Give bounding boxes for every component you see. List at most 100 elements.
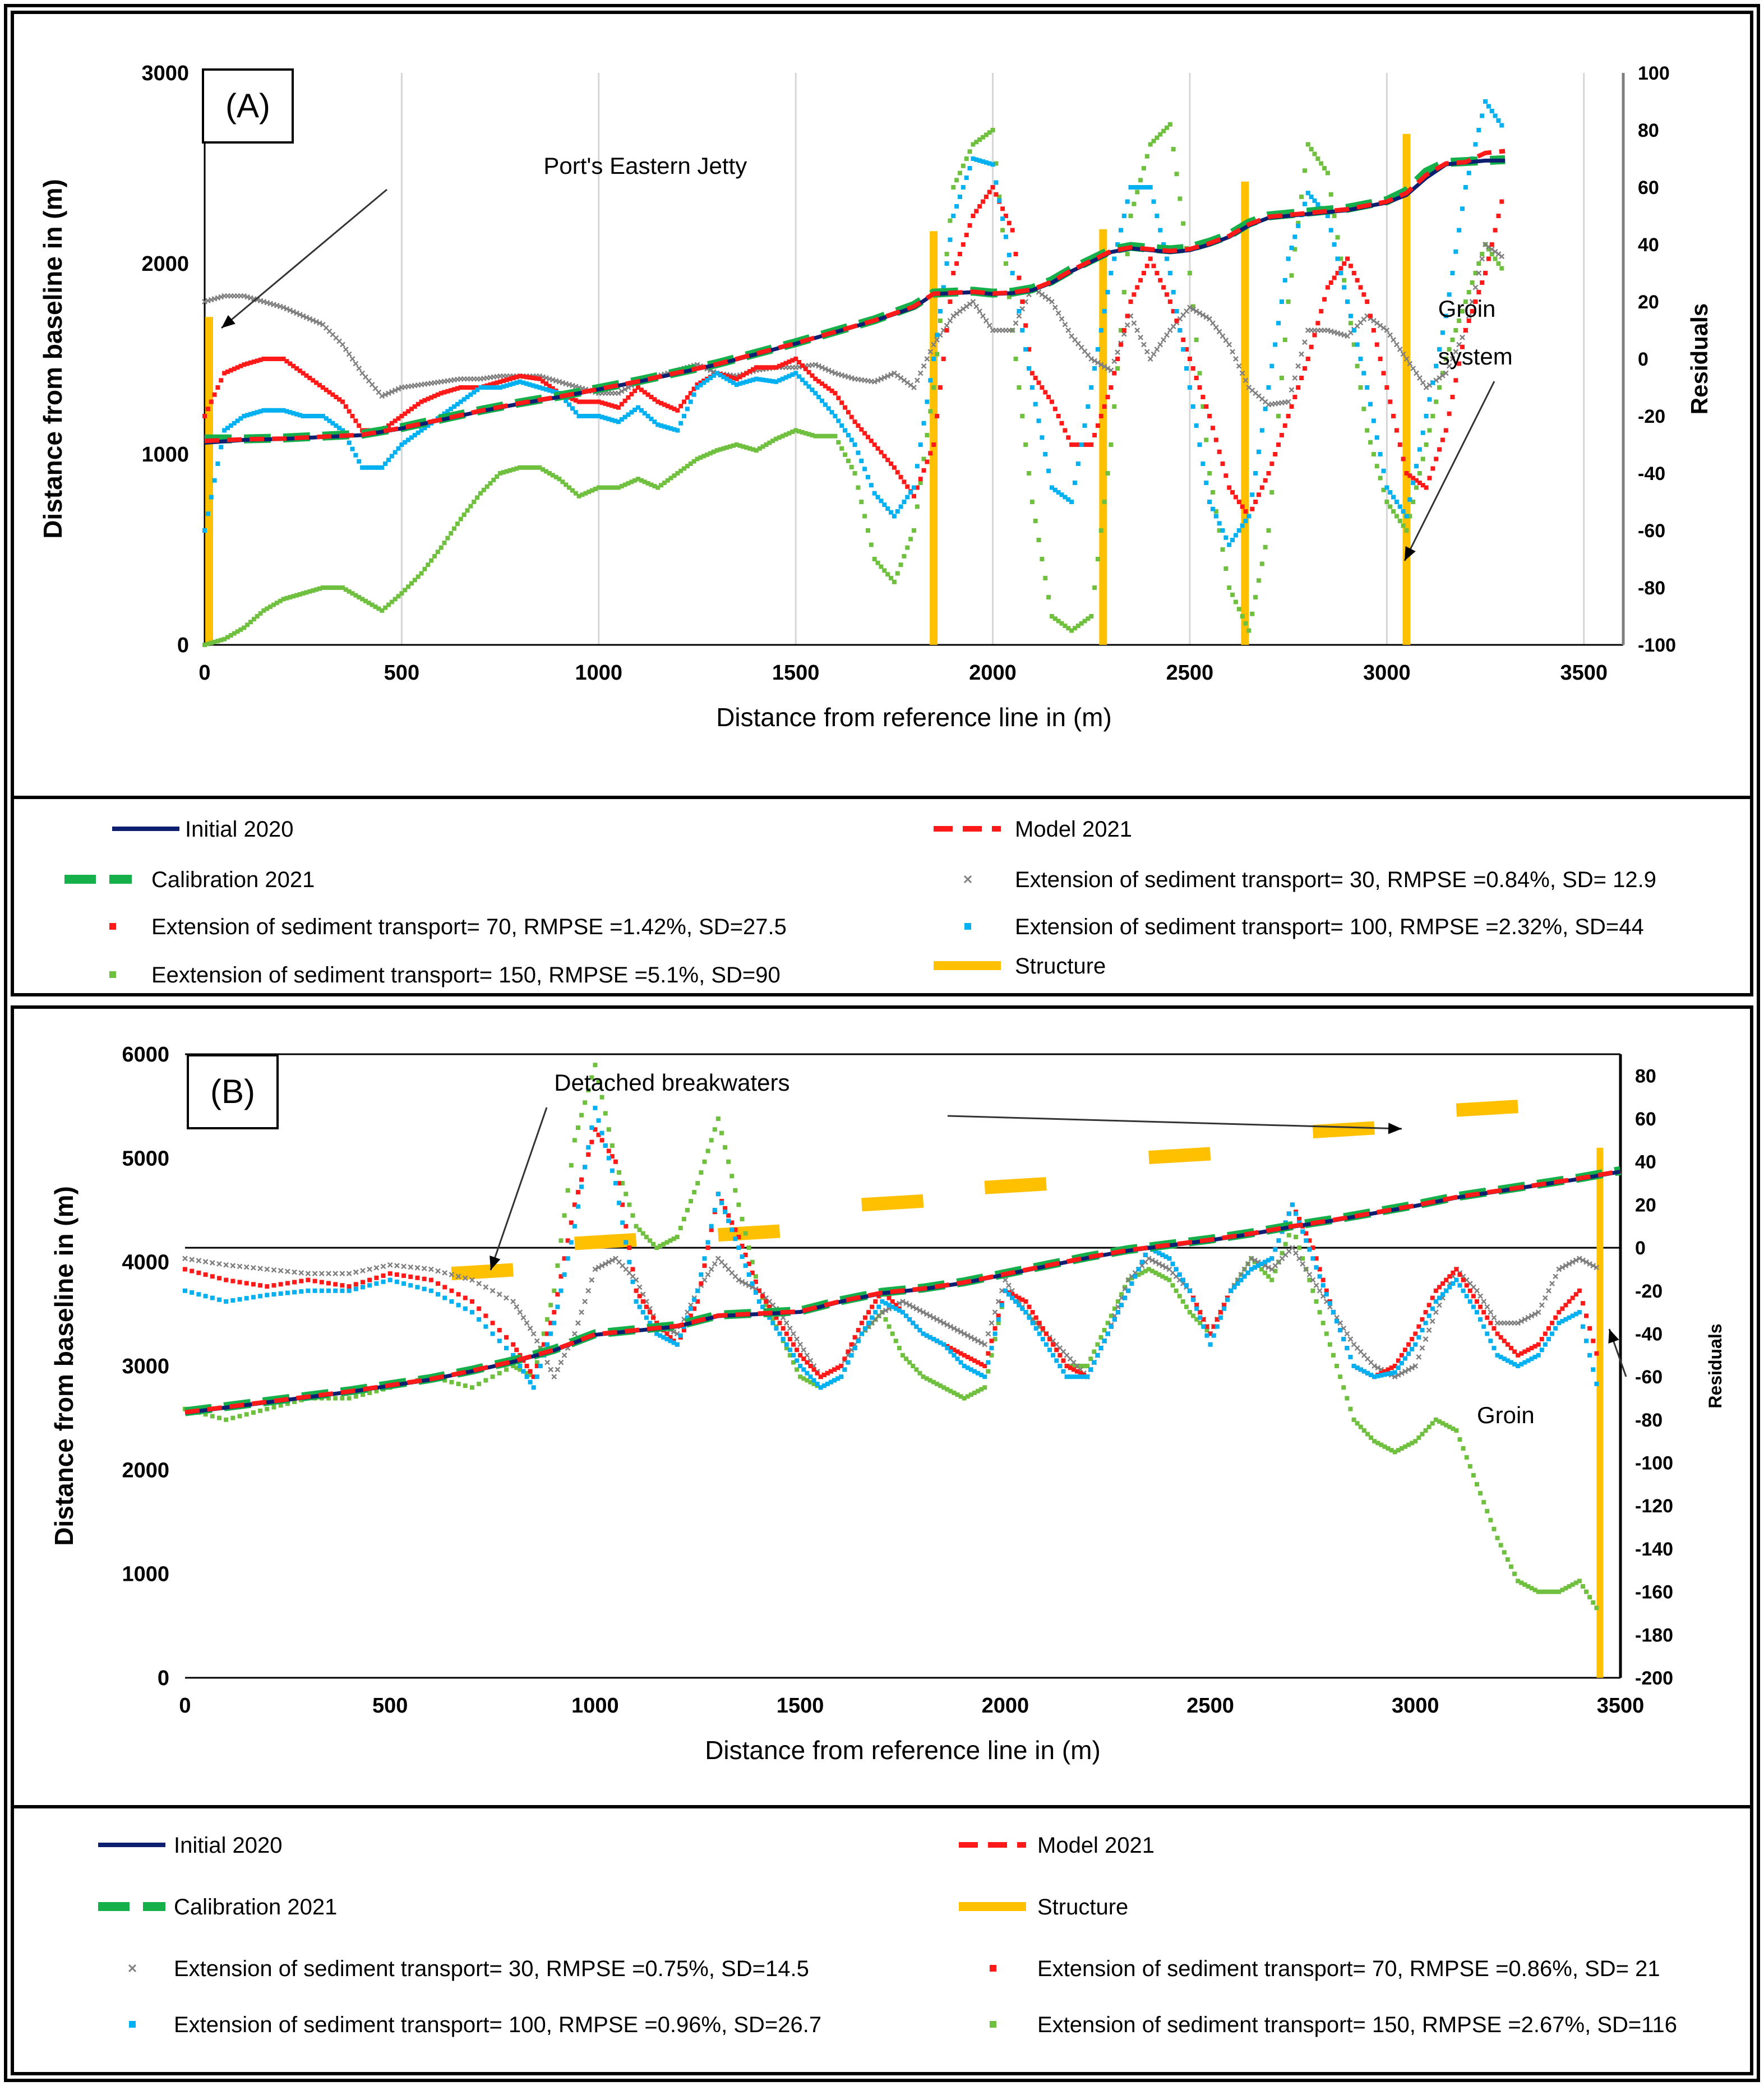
marker-ext100 [1498, 1355, 1503, 1360]
marker-ext30 [973, 303, 980, 310]
marker-ext30 [389, 389, 395, 395]
marker-ext150 [897, 1346, 902, 1351]
marker-ext150 [545, 1317, 550, 1322]
marker-ext30 [951, 1326, 957, 1331]
marker-ext150 [675, 1234, 680, 1239]
marker-ext70 [681, 1328, 686, 1333]
marker-ext70 [589, 1139, 594, 1144]
marker-ext70 [408, 1274, 413, 1279]
marker-ext70 [1112, 371, 1117, 376]
marker-ext100 [1413, 1342, 1418, 1347]
marker-ext30 [340, 341, 345, 348]
marker-ext70 [394, 1272, 399, 1277]
marker-ext100 [955, 1356, 960, 1362]
marker-ext150 [465, 508, 470, 513]
marker-ext150 [678, 468, 684, 473]
marker-ext70 [1427, 476, 1432, 481]
marker-ext100 [330, 421, 335, 426]
marker-ext100 [514, 380, 519, 385]
marker-ext100 [757, 1299, 761, 1304]
marker-ext100 [1539, 1347, 1544, 1353]
marker-ext70 [1243, 509, 1248, 514]
marker-ext150 [291, 594, 296, 599]
marker-ext100 [658, 1333, 663, 1338]
marker-ext150 [990, 128, 995, 132]
marker-ext150 [637, 1227, 642, 1233]
marker-ext30 [182, 1256, 188, 1262]
annotation-text: system [1438, 343, 1513, 370]
marker-ext150 [1036, 538, 1041, 542]
marker-ext100 [1478, 1317, 1483, 1322]
marker-ext150 [852, 471, 857, 476]
marker-ext70 [381, 1273, 386, 1278]
marker-ext30 [1220, 333, 1226, 339]
marker-ext70 [202, 414, 207, 418]
marker-ext100 [664, 1337, 669, 1342]
y2-axis-label: Residuals [1686, 303, 1712, 414]
marker-ext30 [801, 1347, 807, 1353]
marker-ext70 [1266, 471, 1271, 476]
marker-ext150 [1427, 428, 1432, 433]
marker-ext70 [652, 397, 657, 402]
marker-ext100 [691, 392, 696, 397]
marker-ext70 [996, 1313, 1001, 1318]
marker-ext70 [1030, 1310, 1035, 1315]
marker-ext100 [1496, 118, 1501, 123]
marker-ext100 [278, 408, 283, 413]
line-model-2021 [204, 149, 1506, 444]
marker-ext70 [1480, 280, 1485, 285]
marker-ext30 [1472, 284, 1479, 290]
marker-ext100 [921, 1331, 926, 1336]
marker-ext70 [320, 385, 325, 390]
marker-ext150 [376, 606, 381, 611]
marker-ext100 [472, 390, 477, 395]
marker-ext150 [1243, 621, 1248, 626]
y-tick-label: 4000 [122, 1251, 169, 1275]
marker-ext100 [1394, 500, 1399, 504]
marker-ext30 [923, 1311, 930, 1317]
marker-ext70 [803, 366, 808, 371]
marker-ext150 [1423, 1428, 1428, 1433]
marker-ext70 [876, 1294, 881, 1299]
marker-ext150 [333, 1396, 338, 1401]
marker-ext70 [856, 1328, 861, 1333]
marker-ext100 [661, 1335, 666, 1340]
marker-ext100 [1046, 468, 1051, 473]
marker-ext70 [1543, 1331, 1548, 1336]
marker-ext70 [1570, 1295, 1575, 1300]
marker-ext150 [808, 1379, 813, 1384]
marker-ext100 [1029, 385, 1035, 390]
marker-ext70 [649, 395, 654, 399]
marker-ext150 [1197, 371, 1202, 376]
marker-ext150 [1437, 1419, 1442, 1424]
marker-ext70 [1299, 376, 1304, 380]
marker-ext150 [962, 1396, 967, 1401]
marker-ext150 [895, 571, 900, 576]
marker-ext150 [708, 451, 713, 456]
marker-ext150 [1453, 328, 1458, 333]
marker-ext70 [271, 1283, 276, 1288]
marker-ext70 [281, 357, 286, 361]
marker-ext70 [333, 1282, 338, 1287]
marker-ext70 [1109, 385, 1114, 390]
marker-ext70 [514, 1347, 519, 1353]
marker-ext150 [1369, 1435, 1374, 1440]
legend-label: Model 2021 [1037, 1833, 1155, 1858]
marker-ext150 [1460, 309, 1465, 313]
marker-ext70 [640, 1299, 645, 1304]
marker-ext100 [1036, 418, 1041, 423]
marker-ext100 [1328, 228, 1333, 233]
marker-ext30 [1573, 1257, 1579, 1263]
marker-ext30 [1303, 1266, 1309, 1272]
marker-ext150 [695, 1181, 700, 1186]
marker-ext150 [609, 1143, 615, 1148]
marker-ext100 [538, 1364, 543, 1368]
marker-ext70 [866, 1310, 871, 1315]
marker-ext150 [475, 495, 480, 500]
marker-ext100 [531, 1385, 536, 1390]
marker-ext70 [1358, 285, 1363, 290]
marker-ext100 [1027, 1315, 1032, 1320]
marker-ext150 [1233, 599, 1238, 604]
marker-ext70 [1312, 333, 1317, 338]
marker-ext100 [719, 1201, 724, 1206]
